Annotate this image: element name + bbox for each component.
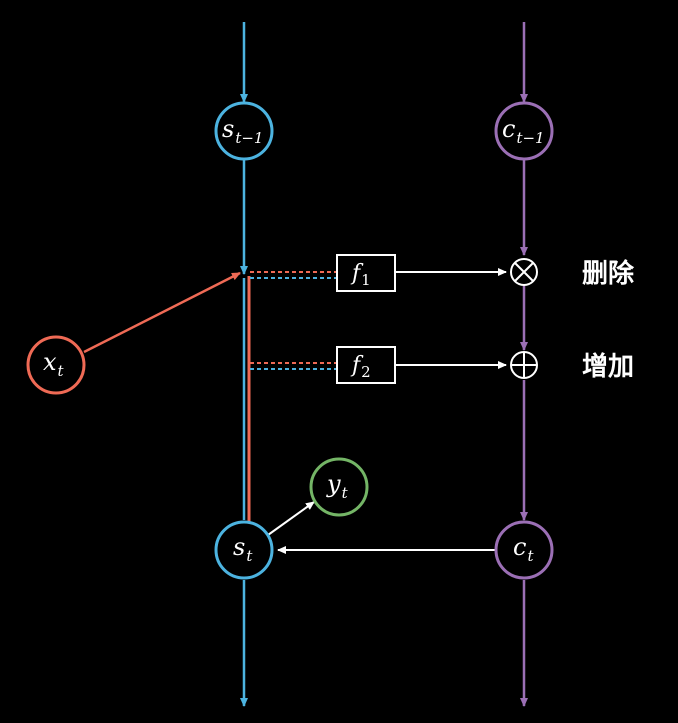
multiply-operator-icon bbox=[510, 258, 538, 286]
gate-f1: f1 bbox=[336, 254, 396, 292]
node-s-t-sub: t bbox=[246, 547, 253, 565]
node-s-t: st bbox=[214, 520, 274, 580]
svg-text:yt: yt bbox=[326, 470, 349, 502]
svg-text:ct: ct bbox=[513, 533, 534, 565]
node-y-t-sub: t bbox=[342, 484, 349, 502]
gate-feeds bbox=[250, 271, 336, 370]
svg-text:st−1: st−1 bbox=[222, 115, 263, 147]
gate-f2: f2 bbox=[336, 346, 396, 384]
add-operator-icon bbox=[510, 351, 538, 379]
node-y-t-base: y bbox=[326, 470, 341, 498]
node-c-prev-base: c bbox=[502, 115, 515, 143]
node-x-t: xt bbox=[26, 335, 86, 395]
delete-label: 删除 bbox=[582, 258, 635, 289]
node-c-prev: ct−1 bbox=[494, 101, 554, 161]
node-x-t-sub: t bbox=[58, 362, 65, 380]
node-c-t: ct bbox=[494, 520, 554, 580]
gate-f2-sub: 2 bbox=[361, 363, 371, 381]
node-c-t-base: c bbox=[513, 533, 526, 561]
input-to-state-arrow bbox=[83, 271, 241, 354]
node-s-prev-base: s bbox=[222, 115, 234, 143]
node-y-t: yt bbox=[309, 457, 369, 517]
svg-text:xt: xt bbox=[43, 348, 65, 380]
node-c-t-sub: t bbox=[527, 547, 534, 565]
svg-text:ct−1: ct−1 bbox=[502, 115, 545, 147]
input-path bbox=[83, 271, 251, 522]
node-s-prev-sub: t−1 bbox=[235, 129, 263, 147]
node-s-prev: st−1 bbox=[214, 101, 274, 161]
st-to-yt-arrow bbox=[267, 501, 315, 536]
add-label: 增加 bbox=[582, 351, 634, 382]
node-x-t-base: x bbox=[43, 348, 57, 376]
svg-text:st: st bbox=[233, 533, 253, 565]
node-s-t-base: s bbox=[233, 533, 245, 561]
node-c-prev-sub: t−1 bbox=[516, 129, 544, 147]
gate-f1-sub: 1 bbox=[361, 271, 371, 289]
